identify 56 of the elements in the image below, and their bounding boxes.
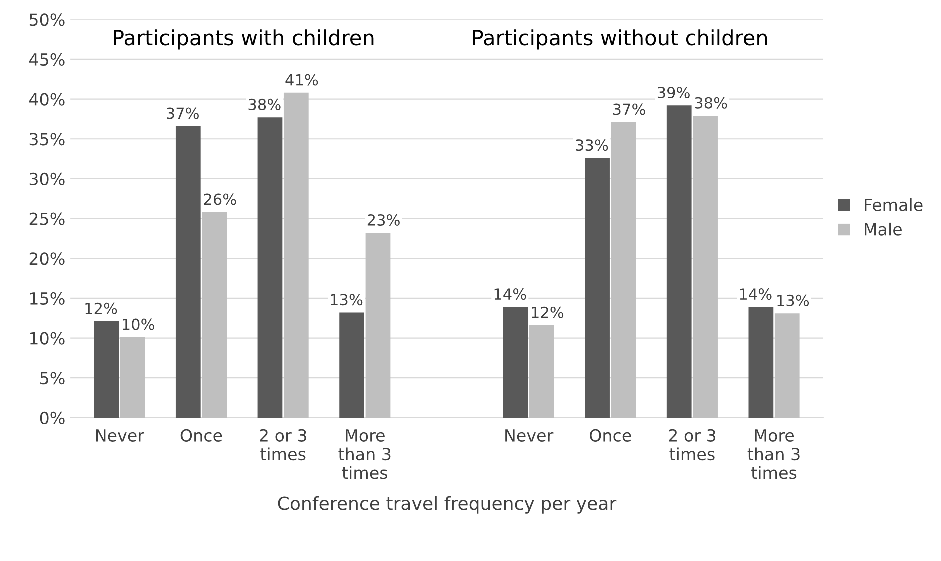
y-tick-label: 10% — [30, 332, 65, 345]
bar — [284, 92, 309, 418]
data-label: 37% — [167, 108, 199, 120]
data-label: 13% — [778, 294, 810, 306]
data-label: 39% — [658, 86, 690, 99]
data-label: 23% — [368, 214, 400, 226]
data-label: 37% — [613, 104, 646, 116]
x-tick-label: Never — [96, 430, 145, 442]
bar — [340, 312, 364, 418]
x-tick-label: Once — [180, 429, 222, 442]
y-tick-label: 50% — [30, 14, 65, 26]
bar — [611, 122, 636, 418]
x-tick-label: 2 or 3 times — [260, 429, 306, 461]
bar — [503, 307, 528, 418]
bar — [585, 158, 610, 418]
bar — [202, 212, 228, 418]
y-tick-label: 0% — [40, 412, 65, 425]
data-label: 26% — [204, 194, 236, 206]
data-label: 14% — [494, 288, 526, 300]
bar — [366, 233, 391, 418]
data-label: 12% — [86, 302, 118, 314]
y-tick-label: 5% — [40, 372, 65, 385]
x-tick-label: Once — [590, 429, 632, 442]
bar — [120, 337, 146, 418]
x-axis-title: Conference travel frequency per year — [278, 496, 617, 514]
bar — [94, 322, 120, 418]
data-label: 12% — [532, 306, 564, 318]
x-tick-label: Never — [506, 430, 554, 442]
data-label: 33% — [576, 140, 608, 152]
bar — [774, 314, 800, 418]
data-label: 38% — [248, 98, 281, 110]
y-tick-label: 25% — [30, 212, 65, 226]
bar — [529, 326, 554, 418]
annotation: Participants without children — [473, 30, 768, 50]
y-tick-label: 15% — [30, 292, 65, 306]
x-tick-label: More than 3 times — [338, 430, 391, 480]
bar — [748, 307, 774, 418]
data-label: 38% — [695, 97, 728, 109]
y-tick-label: 35% — [30, 133, 65, 146]
bar — [176, 126, 201, 418]
data-label: 41% — [286, 74, 318, 86]
y-tick-label: 20% — [30, 252, 65, 266]
legend-label: Female — [865, 198, 923, 212]
bar — [666, 106, 692, 418]
annotation: Participants with children — [114, 30, 374, 50]
data-label: 13% — [331, 294, 363, 306]
bar — [258, 118, 283, 418]
y-tick-label: 30% — [30, 172, 65, 186]
legend-label: Male — [865, 222, 902, 236]
x-tick-label: More than 3 times — [748, 430, 800, 480]
x-tick-label: 2 or 3 times — [669, 429, 716, 461]
y-tick-label: 40% — [29, 93, 65, 106]
data-label: 14% — [740, 288, 772, 300]
y-tick-label: 45% — [29, 53, 65, 66]
data-label: 10% — [123, 318, 154, 330]
bar — [693, 116, 718, 418]
